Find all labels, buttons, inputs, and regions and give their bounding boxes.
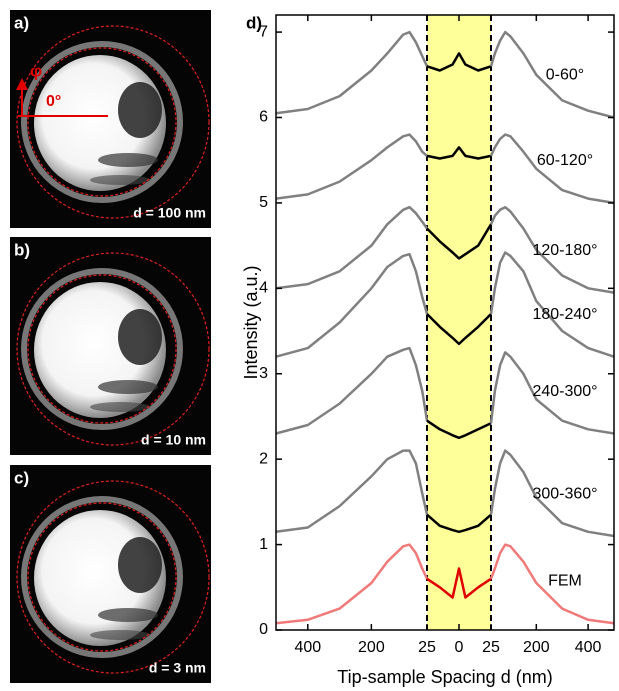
y-tick-label: 0	[259, 621, 268, 638]
y-tick-label: 2	[259, 450, 268, 467]
series-line	[489, 30, 615, 119]
series-label: 120-180°	[532, 242, 597, 259]
inner-dashed-circle	[27, 47, 177, 197]
series-line	[426, 567, 492, 599]
highlight-band	[427, 15, 491, 630]
dark-feature	[118, 309, 162, 365]
image-panel: b) d = 10 nm	[10, 237, 211, 455]
x-tick-label: 200	[358, 639, 385, 656]
dark-feature	[90, 402, 150, 412]
series-label: 240-300°	[532, 383, 597, 400]
series-line	[275, 133, 428, 200]
panel-label: c)	[14, 468, 29, 487]
series-line	[426, 52, 492, 72]
series-line	[489, 351, 615, 435]
dark-feature	[98, 608, 158, 622]
y-tick-label: 3	[259, 365, 268, 382]
y-tick-label: 1	[259, 536, 268, 553]
series-line	[275, 543, 429, 625]
y-tick-label: 6	[259, 109, 268, 126]
series-line	[426, 146, 492, 160]
inner-dashed-circle	[27, 274, 177, 424]
series-line	[426, 313, 492, 346]
x-tick-label: 0	[455, 639, 464, 656]
y-tick-label: 5	[259, 194, 268, 211]
outer-dashed-circle	[16, 252, 210, 446]
dark-feature	[98, 153, 158, 167]
y-tick-label: 4	[259, 280, 268, 297]
dark-feature	[118, 82, 162, 138]
series-line	[275, 205, 429, 290]
series-line	[275, 346, 429, 435]
series-line	[426, 419, 492, 440]
series-label: 0-60°	[546, 67, 584, 84]
y-tick-label: 7	[259, 23, 268, 40]
outer-dashed-circle	[16, 480, 210, 674]
panel-caption: d = 10 nm	[141, 432, 206, 448]
dark-feature	[98, 380, 158, 394]
dark-feature	[118, 537, 162, 593]
series-line	[426, 513, 492, 534]
phi-arrow-head	[16, 78, 28, 90]
image-panel: a) d = 100 nm φ0°	[10, 10, 211, 228]
outer-dashed-circle	[16, 25, 210, 219]
inner-dashed-circle	[27, 502, 177, 652]
x-tick-label: 400	[294, 639, 321, 656]
series-label: 180-240°	[532, 306, 597, 323]
image-panel: c) d = 3 nm	[10, 465, 211, 683]
x-tick-label: 25	[418, 639, 436, 656]
series-label: 300-360°	[532, 485, 597, 502]
series-line	[275, 252, 429, 358]
bright-ring	[21, 41, 183, 203]
series-line	[489, 133, 615, 205]
series-line	[489, 543, 615, 625]
series-line	[275, 30, 429, 115]
phi-label: φ	[30, 61, 42, 80]
panel-caption: d = 3 nm	[149, 660, 206, 676]
y-axis-label: Intensity (a.u.)	[241, 265, 261, 379]
series-label: FEM	[548, 572, 582, 589]
x-tick-label: 400	[575, 639, 602, 656]
series-line	[275, 449, 429, 534]
x-axis-label: Tip-sample Spacing d (nm)	[337, 667, 552, 687]
plot-frame	[275, 14, 615, 631]
dark-feature	[90, 630, 150, 640]
panel-label: a)	[14, 13, 29, 32]
bright-ring	[21, 268, 183, 430]
series-line	[489, 205, 615, 294]
panel-caption: d = 100 nm	[133, 205, 206, 221]
series-line	[489, 251, 615, 358]
series-line	[489, 449, 615, 538]
series-label: 60-120°	[537, 152, 593, 169]
x-tick-label: 200	[523, 639, 550, 656]
angle-label: 0°	[46, 93, 61, 110]
series-line	[426, 223, 493, 260]
panel-label: b)	[14, 240, 30, 259]
bright-ring	[21, 496, 183, 658]
x-tick-label: 25	[482, 639, 500, 656]
dark-feature	[90, 175, 150, 185]
panel-label: d)	[246, 13, 262, 32]
